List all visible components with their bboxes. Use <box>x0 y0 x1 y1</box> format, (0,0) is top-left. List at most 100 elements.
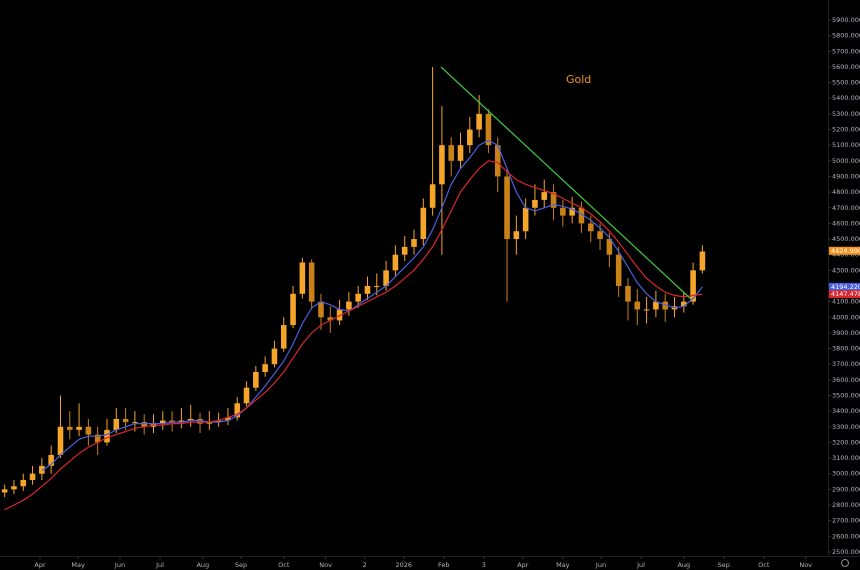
candle-body <box>690 270 696 302</box>
trendline <box>440 66 691 299</box>
y-tick-label: 4700.0000 <box>832 204 860 212</box>
y-tick-label: 5900.0000 <box>832 16 860 24</box>
x-tick-label: Nov <box>799 561 812 569</box>
candle-body <box>532 199 538 208</box>
candle-body <box>160 420 166 424</box>
candle-body <box>225 417 231 421</box>
candle-body <box>76 426 82 430</box>
candle-body <box>560 207 566 216</box>
candle-body <box>653 301 659 310</box>
y-tick-label: 3000.0000 <box>832 470 860 478</box>
y-tick-label: 5300.0000 <box>832 110 860 118</box>
candle-body <box>411 239 417 247</box>
moving-average-line <box>4 160 703 511</box>
chart-title: Gold <box>566 73 591 86</box>
y-tick-label: 5100.0000 <box>832 141 860 149</box>
price-tag-label: 4424.9900 <box>831 247 860 255</box>
candle-body <box>85 426 92 435</box>
x-tick-label: Jul <box>636 561 645 569</box>
y-tick-label: 3900.0000 <box>832 329 860 337</box>
x-tick-label: Aug <box>677 561 690 569</box>
candle-body <box>243 387 250 404</box>
candle-body <box>522 207 529 232</box>
settings-icon[interactable] <box>841 559 849 567</box>
y-tick-label: 4500.0000 <box>832 235 860 243</box>
candle-body <box>457 145 464 161</box>
price-tag <box>829 246 860 255</box>
y-tick-label: 2600.0000 <box>832 532 860 540</box>
y-tick-label: 4900.0000 <box>832 172 860 180</box>
candle-body <box>494 145 501 177</box>
candle-body <box>57 426 64 455</box>
y-tick-label: 5800.0000 <box>832 32 860 40</box>
candle-body <box>280 325 287 349</box>
candle-body <box>169 420 175 423</box>
y-tick-label: 5600.0000 <box>832 63 860 71</box>
candle-body <box>178 420 185 423</box>
y-tick-label: 5400.0000 <box>832 94 860 102</box>
candle-body <box>587 223 594 232</box>
candle-body <box>104 429 110 443</box>
x-tick-label: May <box>71 561 85 569</box>
x-tick-label: Jun <box>595 561 606 569</box>
y-tick-label: 2800.0000 <box>832 501 860 509</box>
x-tick-label: Nov <box>319 561 332 569</box>
y-tick-label: 4000.0000 <box>832 313 860 321</box>
candle-body <box>141 422 147 427</box>
candle-body <box>262 364 268 373</box>
candle-body <box>253 372 259 388</box>
y-tick-label: 4100.0000 <box>832 298 860 306</box>
candle-body <box>271 348 278 365</box>
candle-body <box>643 309 650 311</box>
candle-body <box>429 184 436 208</box>
x-tick-label: Apr <box>34 561 46 569</box>
price-tag <box>829 282 860 291</box>
candle-body <box>699 251 706 271</box>
candle-body <box>290 293 296 326</box>
candle-body <box>355 293 361 302</box>
y-tick-label: 3200.0000 <box>832 438 860 446</box>
candle-body <box>467 129 473 146</box>
candle-body <box>308 262 315 302</box>
candle-body <box>383 270 389 286</box>
candle-body <box>485 113 492 146</box>
x-tick-label: Jun <box>114 561 125 569</box>
y-tick-label: 2900.0000 <box>832 485 860 493</box>
candle-body <box>625 285 631 302</box>
candle-body <box>513 231 520 240</box>
candle-body <box>504 176 510 240</box>
candle-body <box>11 486 17 490</box>
x-tick-label: Sep <box>718 561 730 569</box>
candle-body <box>327 317 334 321</box>
x-tick-label: 2026 <box>395 561 412 569</box>
candle-body <box>318 301 324 318</box>
x-tick-label: Oct <box>278 561 290 569</box>
candle-body <box>187 418 194 421</box>
y-tick-label: 4600.0000 <box>832 219 860 227</box>
candle-body <box>94 434 101 443</box>
candle-body <box>346 301 352 310</box>
candle-body <box>132 422 138 424</box>
candle-body <box>364 285 371 294</box>
candle-body <box>29 473 36 480</box>
y-tick-label: 3800.0000 <box>832 345 860 353</box>
candle-body <box>634 301 641 310</box>
candle-body <box>550 192 557 208</box>
x-tick-label: May <box>556 561 570 569</box>
candle-body <box>606 239 613 255</box>
x-tick-label: Apr <box>517 561 529 569</box>
x-tick-label: Aug <box>196 561 209 569</box>
candle-body <box>448 145 455 161</box>
candle-body <box>569 207 575 216</box>
candle-body <box>420 207 427 240</box>
x-tick-label: 2 <box>363 561 367 569</box>
candle-body <box>299 262 306 294</box>
candle-body <box>39 465 45 474</box>
y-tick-label: 2700.0000 <box>832 517 860 525</box>
moving-average-line <box>41 139 703 472</box>
candle-body <box>1 489 8 493</box>
x-tick-label: Oct <box>758 561 770 569</box>
candle-body <box>401 246 408 255</box>
